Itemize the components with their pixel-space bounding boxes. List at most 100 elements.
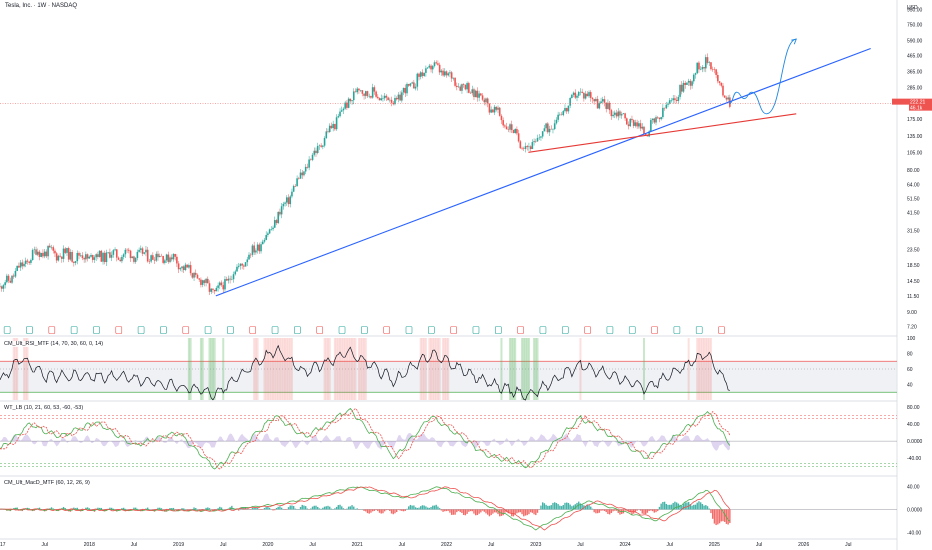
macd-histogram-bar — [459, 509, 461, 512]
candle-body — [289, 196, 292, 205]
candle-body — [347, 98, 350, 108]
macd-histogram-bar — [657, 509, 659, 512]
macd-indicator-label[interactable]: CM_Ult_MacD_MTF (60, 12, 26, 9) — [3, 480, 91, 486]
candle-body — [387, 97, 389, 101]
candle-body — [461, 84, 463, 91]
candle-body — [567, 105, 570, 112]
macd-histogram-bar — [691, 505, 693, 510]
candle-body — [476, 90, 479, 98]
rsi-overbought-highlight — [701, 338, 704, 400]
candle-body — [538, 137, 541, 139]
wt-tick-label-2: 0.0000 — [907, 439, 923, 445]
rsi-overbought-highlight — [14, 338, 17, 400]
macd-histogram-bar — [466, 509, 468, 514]
candle-body — [91, 255, 94, 260]
candle-body — [644, 134, 647, 135]
candle-body — [608, 102, 611, 111]
time-tick-label-12: 2023 — [530, 542, 541, 548]
price-tag-value: 222.21 — [910, 100, 926, 106]
earnings-marker — [137, 326, 145, 334]
candle-body — [172, 253, 175, 260]
candle-body — [200, 279, 202, 285]
candle-body — [488, 103, 491, 113]
rsi-overbought-highlight — [278, 338, 281, 400]
macd-histogram-bar — [720, 509, 722, 522]
macd-histogram-bar — [428, 507, 431, 510]
candle-body — [414, 86, 417, 89]
candle-body — [433, 62, 436, 67]
macd-histogram-bar — [159, 507, 161, 510]
candle-body — [430, 65, 432, 70]
macd-histogram-bar — [303, 505, 305, 510]
rsi-indicator-label[interactable]: CM_Ult_RSI_MTF (14, 70, 30, 60, 0, 14) — [3, 341, 105, 347]
macd-histogram-bar — [541, 502, 544, 510]
macd-histogram-bar — [493, 509, 496, 513]
candle-body — [655, 117, 657, 123]
macd-histogram-bar — [337, 505, 340, 510]
candle-body — [354, 91, 357, 93]
macd-histogram-bar — [550, 505, 552, 510]
macd-histogram-bar — [727, 509, 729, 525]
wt-momentum-area — [0, 433, 730, 451]
wt2-line — [0, 407, 731, 470]
candle-body — [517, 133, 520, 142]
macd-histogram-bar — [275, 507, 278, 510]
rsi-overbought-highlight — [256, 338, 259, 400]
rsi-overbought-highlight — [697, 338, 700, 400]
candle-body — [407, 83, 410, 86]
macd-histogram-bar — [490, 509, 492, 516]
macd-histogram-bar — [268, 507, 271, 510]
macd-histogram-bar — [483, 509, 485, 512]
candle-body — [102, 252, 104, 262]
macd-histogram-bar — [437, 506, 439, 510]
candle-body — [81, 255, 84, 259]
macd-histogram-bar — [433, 505, 436, 510]
candle-body — [710, 62, 712, 70]
macd-histogram-bar — [97, 507, 99, 510]
candle-body — [416, 73, 419, 87]
earnings-marker — [718, 326, 725, 334]
macd-histogram-bar — [694, 504, 697, 510]
rsi-overbought-highlight — [447, 338, 450, 400]
rsi-overbought-highlight — [345, 338, 348, 400]
macd-histogram-bar — [244, 507, 247, 510]
candle-body — [601, 99, 604, 102]
rsi-overbought-highlight — [445, 338, 448, 400]
candle-body — [194, 272, 197, 275]
macd-histogram-bar — [213, 509, 216, 511]
macd-histogram-bar — [724, 509, 726, 522]
candle-body — [50, 247, 53, 248]
wavetrend-indicator-label[interactable]: WT_LB (10, 21, 60, 53, -60, -53) — [3, 405, 85, 411]
candle-body — [533, 141, 535, 143]
macd-histogram-bar — [116, 509, 118, 512]
macd-histogram-bar — [277, 506, 279, 510]
candle-body — [510, 124, 513, 130]
candle-body — [227, 278, 230, 281]
macd-histogram-bar — [251, 507, 254, 510]
macd-histogram-bar — [567, 502, 570, 510]
macd-histogram-bar — [145, 508, 147, 510]
macd-histogram-bar — [646, 509, 649, 513]
macd-histogram-bar — [112, 508, 115, 510]
candle-body — [521, 148, 523, 149]
macd-histogram-bar — [454, 509, 456, 515]
candle-body — [0, 286, 1, 287]
macd-histogram-bar — [284, 509, 286, 510]
macd-histogram-bar — [370, 509, 372, 513]
candle-body — [45, 251, 48, 257]
candle-body — [115, 249, 118, 258]
rsi-overbought-highlight — [706, 338, 709, 400]
macd-histogram-bar — [722, 509, 724, 522]
candle-body — [270, 229, 273, 230]
macd-histogram-bar — [693, 504, 695, 510]
rsi-overbought-highlight — [347, 338, 350, 400]
macd-histogram-bar — [658, 506, 661, 510]
macd-histogram-bar — [517, 509, 520, 513]
macd-histogram-bar — [172, 507, 175, 510]
candle-body — [280, 206, 283, 215]
macd-histogram-bar — [442, 509, 444, 512]
rsi-overbought-highlight — [340, 338, 343, 400]
candle-body — [703, 67, 705, 69]
candle-body — [122, 254, 125, 257]
candle-body — [352, 91, 355, 101]
